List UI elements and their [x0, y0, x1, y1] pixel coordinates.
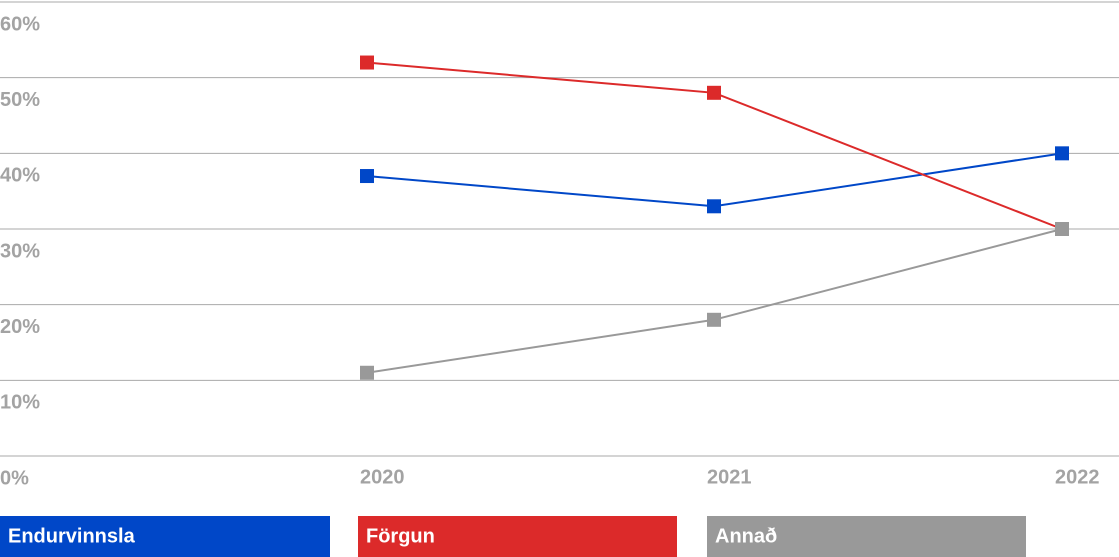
- point-marker: [360, 55, 374, 70]
- legend-swatch: [707, 516, 1026, 557]
- y-tick-label: 30%: [0, 240, 40, 262]
- point-marker: [1055, 222, 1069, 236]
- y-tick-label: 20%: [0, 316, 40, 338]
- legend-label: Annað: [715, 525, 777, 547]
- series-line: [366, 152, 1063, 208]
- y-tick-label: 60%: [0, 13, 40, 35]
- y-tick-label: 0%: [0, 467, 29, 489]
- y-tick-label: 10%: [0, 392, 40, 414]
- point-marker: [1055, 146, 1069, 161]
- legend-label: Endurvinnsla: [8, 525, 136, 547]
- point-marker: [707, 85, 721, 100]
- legend-label: Förgun: [366, 525, 435, 547]
- x-tick-label: 2022: [1055, 466, 1100, 488]
- legend-swatch: [358, 516, 677, 557]
- x-tick-label: 2020: [360, 466, 405, 488]
- x-tick-label: 2021: [707, 466, 752, 488]
- point-marker: [360, 365, 374, 380]
- point-marker: [360, 169, 374, 184]
- y-tick-label: 40%: [0, 165, 40, 187]
- point-marker: [707, 312, 721, 327]
- legend-swatch: [0, 516, 330, 557]
- y-tick-label: 50%: [0, 89, 40, 111]
- point-marker: [707, 199, 721, 214]
- series-line: [366, 228, 1063, 374]
